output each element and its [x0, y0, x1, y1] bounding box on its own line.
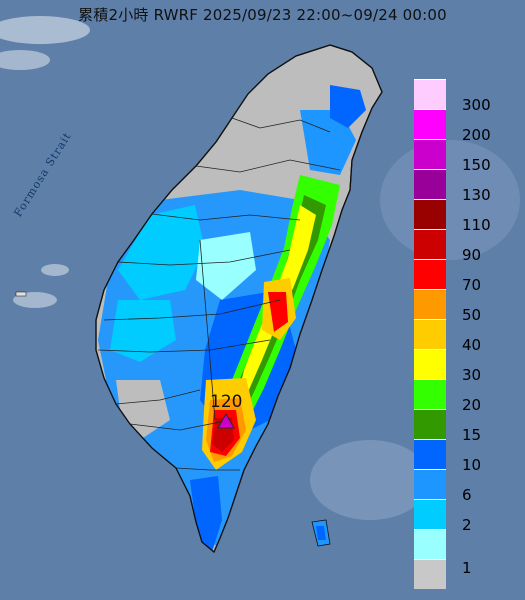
legend-swatch	[414, 529, 446, 559]
legend-swatch	[414, 559, 446, 589]
legend-swatch	[414, 439, 446, 469]
legend-swatch	[414, 409, 446, 439]
county-boundaries	[97, 117, 341, 471]
legend-swatch	[414, 169, 446, 199]
legend-swatch	[414, 289, 446, 319]
legend-label: 30	[462, 366, 482, 384]
legend-label: 130	[462, 186, 491, 204]
legend-swatch	[414, 349, 446, 379]
legend-label: 70	[462, 276, 482, 294]
legend-label: 150	[462, 156, 491, 174]
legend-label: 110	[462, 216, 491, 234]
legend-swatch	[414, 199, 446, 229]
legend-swatch	[414, 79, 446, 109]
legend-label: 40	[462, 336, 482, 354]
legend-label: 15	[462, 426, 482, 444]
peak-value-label: 120	[210, 392, 243, 412]
legend-swatch	[414, 229, 446, 259]
legend-swatch	[414, 319, 446, 349]
legend-label: 6	[462, 486, 472, 504]
legend-label: 10	[462, 456, 482, 474]
small-islands	[15, 291, 331, 547]
legend-swatch	[414, 139, 446, 169]
legend-label: 50	[462, 306, 482, 324]
coastline	[95, 44, 383, 554]
legend-label: 1	[462, 559, 472, 577]
legend-label: 90	[462, 246, 482, 264]
legend-label: 20	[462, 396, 482, 414]
legend-swatch	[414, 499, 446, 529]
peak-marker-icon	[217, 412, 235, 429]
legend-swatch	[414, 469, 446, 499]
legend-label: 200	[462, 126, 491, 144]
map-title: 累積2小時 RWRF 2025/09/23 22:00~09/24 00:00	[78, 6, 447, 24]
legend-label: 300	[462, 96, 491, 114]
legend-swatch	[414, 259, 446, 289]
legend-swatch	[414, 379, 446, 409]
legend-label: 2	[462, 516, 472, 534]
legend-swatch	[414, 109, 446, 139]
